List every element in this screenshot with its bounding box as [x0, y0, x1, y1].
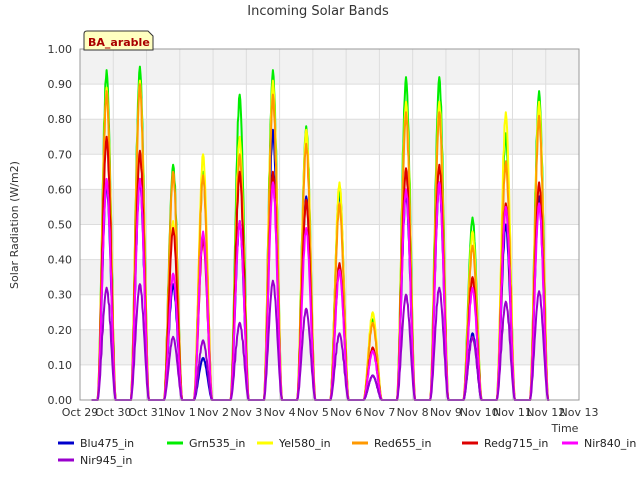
x-tick-label: Nov 4 — [264, 406, 296, 419]
x-tick-label: Nov 2 — [197, 406, 229, 419]
y-tick-label: 0.30 — [48, 289, 73, 302]
y-tick-label: 0.50 — [48, 219, 73, 232]
y-tick-label: 0.60 — [48, 183, 73, 196]
legend-label-blu475_in: Blu475_in — [80, 437, 134, 450]
plot-band — [80, 364, 579, 400]
x-tick-label: Nov 3 — [230, 406, 262, 419]
legend-label-red655_in: Red655_in — [374, 437, 431, 450]
x-tick-label: Oct 29 — [62, 406, 99, 419]
y-tick-label: 0.90 — [48, 78, 73, 91]
legend-label-nir945_in: Nir945_in — [80, 454, 132, 467]
x-tick-label: Oct 31 — [128, 406, 165, 419]
plot-band — [80, 189, 579, 225]
legend-label-nir840_in: Nir840_in — [584, 437, 636, 450]
legend-label-yel580_in: Yel580_in — [278, 437, 331, 450]
plot-band — [80, 84, 579, 120]
x-tick-label: Nov 7 — [363, 406, 395, 419]
station-badge: BA_arable — [83, 30, 154, 51]
y-tick-label: 0.10 — [48, 359, 73, 372]
y-tick-label: 1.00 — [48, 43, 73, 56]
station-badge-label: BA_arable — [88, 36, 150, 49]
plot-band — [80, 224, 579, 260]
legend-label-redg715_in: Redg715_in — [484, 437, 548, 450]
plot-band — [80, 49, 579, 85]
x-tick-label: Nov 9 — [430, 406, 462, 419]
legend-label-grn535_in: Grn535_in — [189, 437, 245, 450]
x-tick-label: Nov 10 — [460, 406, 499, 419]
plot-band — [80, 154, 579, 190]
plot-band — [80, 294, 579, 330]
x-tick-label: Nov 8 — [397, 406, 429, 419]
x-tick-label: Nov 6 — [330, 406, 362, 419]
x-tick-label: Nov 1 — [164, 406, 196, 419]
x-tick-label: Nov 5 — [297, 406, 329, 419]
legend: Blu475_in Grn535_in Yel580_in Red655_in Redg… — [58, 437, 636, 467]
x-tick-label: Nov 12 — [526, 406, 565, 419]
x-tick-label: Nov 13 — [560, 406, 599, 419]
chart-title: Incoming Solar Bands — [247, 4, 389, 19]
plot-band — [80, 259, 579, 295]
plot-band — [80, 329, 579, 365]
y-axis-ticks: 0.00 0.10 0.20 0.30 0.40 0.50 0.60 0.70 0.80 0.90… — [48, 43, 73, 407]
plot-frame — [79, 48, 580, 401]
plot-background — [80, 49, 579, 400]
y-tick-label: 0.80 — [48, 113, 73, 126]
y-tick-label: 0.20 — [48, 324, 73, 337]
plot-band — [80, 119, 579, 155]
x-axis-label: Time — [551, 422, 579, 435]
y-tick-label: 0.70 — [48, 148, 73, 161]
y-tick-label: 0.00 — [48, 394, 73, 407]
y-tick-label: 0.40 — [48, 254, 73, 267]
x-tick-label: Oct 30 — [95, 406, 132, 419]
y-axis-label: Solar Radiation (W/m2) — [8, 161, 21, 289]
x-tick-label: Nov 11 — [493, 406, 532, 419]
